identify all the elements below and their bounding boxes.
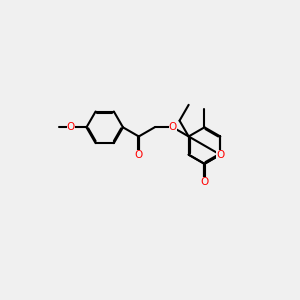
Text: O: O bbox=[135, 150, 143, 160]
Text: O: O bbox=[169, 122, 177, 132]
Text: O: O bbox=[216, 150, 224, 160]
Text: O: O bbox=[200, 177, 208, 187]
Text: O: O bbox=[67, 122, 75, 132]
